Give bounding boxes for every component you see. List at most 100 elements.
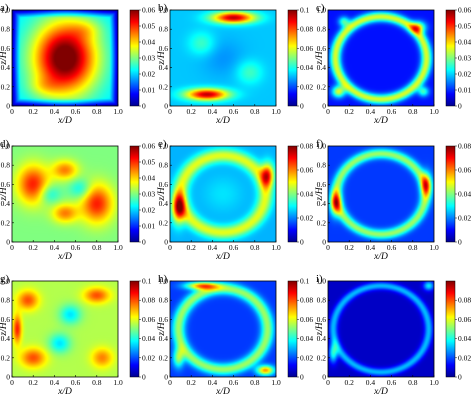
- y-axis-label: z/H: [0, 321, 9, 336]
- y-tick-label: 0.2: [1, 82, 11, 91]
- panel-b: b) 0 0.2 0.4 0.6 0.8 1.0 0 0.2 0.4 0.6 0.8 1.0 x/D z/H…: [157, 2, 313, 126]
- colorbar-tick-label: 0.06: [300, 315, 313, 324]
- panel-label: c): [316, 2, 325, 14]
- y-tick-label: 1.0: [1, 6, 11, 15]
- x-tick-label: 0.8: [250, 378, 260, 387]
- x-tick-label: 0.4: [50, 107, 60, 116]
- panel-f: f) 0 0.2 0.4 0.6 0.8 1.0 0 0.2 0.4 0.6 0.8 1.0 x/D z/H…: [315, 138, 471, 262]
- colorbar-tick-label: 0.01: [458, 86, 471, 95]
- panel-label: e): [158, 138, 167, 150]
- y-tick-label: 0.2: [1, 218, 11, 227]
- y-tick-label: 0.4: [317, 334, 327, 343]
- y-axis-label: z/H: [0, 50, 9, 65]
- y-tick-label: 0.6: [317, 44, 327, 53]
- panel-h: h) 0 0.2 0.4 0.6 0.8 1.0 0 0.2 0.4 0.6 0.8 1.0 x/D z/H…: [157, 273, 313, 397]
- x-tick-label: 0.2: [29, 378, 39, 387]
- panel-label: f): [316, 138, 324, 150]
- y-tick-label: 0.6: [159, 44, 169, 53]
- y-tick-label: 1.0: [317, 142, 327, 151]
- x-axis-label: x/D: [57, 387, 72, 397]
- y-tick-label: 1.0: [159, 277, 169, 286]
- x-tick-label: 0.4: [50, 378, 60, 387]
- colorbar-tick-label: 0.02: [300, 214, 313, 223]
- panel-e: e) 0 0.2 0.4 0.6 0.8 1.0 0 0.2 0.4 0.6 0.8 1.0 x/D z/H…: [157, 138, 313, 262]
- colorbar-tick-label: 0.03: [142, 190, 155, 199]
- colorbar-tick-label: 0.08: [300, 142, 313, 151]
- plot-frame: [327, 145, 435, 243]
- colorbar-tick-label: 0.06: [142, 315, 155, 324]
- x-tick-label: 0: [10, 107, 14, 116]
- panel-label: a): [0, 2, 9, 14]
- colorbar-tick-label: 0.08: [458, 142, 471, 151]
- x-tick-label: 0.2: [187, 378, 197, 387]
- y-axis-label: z/H: [315, 321, 325, 336]
- y-tick-label: 0.6: [1, 315, 11, 324]
- colorbar-tick-label: 0.04: [458, 38, 471, 47]
- colorbar-tick-label: 0.1: [300, 6, 310, 15]
- colorbar: [445, 280, 456, 378]
- panel-label: h): [158, 273, 168, 285]
- y-tick-label: 0.2: [1, 353, 11, 362]
- x-tick-label: 0.2: [345, 378, 355, 387]
- x-tick-label: 0.4: [366, 243, 376, 252]
- x-tick-label: 1.0: [271, 378, 281, 387]
- plot-frame: [169, 280, 277, 378]
- colorbar-tick-label: 0.08: [300, 25, 313, 34]
- x-tick-label: 0.6: [387, 243, 397, 252]
- plot-frame: [169, 145, 277, 243]
- y-tick-label: 0.8: [317, 161, 327, 170]
- y-tick-label: 0: [164, 238, 168, 247]
- x-tick-label: 0.4: [50, 243, 60, 252]
- colorbar-tick-label: 0.03: [458, 54, 471, 63]
- y-tick-label: 0.4: [1, 199, 11, 208]
- y-tick-label: 0.6: [317, 315, 327, 324]
- x-tick-label: 0.2: [187, 107, 197, 116]
- y-tick-label: 0: [164, 102, 168, 111]
- panel-a: a) 0 0.2 0.4 0.6 0.8 1.0 0 0.2 0.4 0.6 0.8 1.0 x/D z/H…: [0, 2, 155, 126]
- plot-frame: [169, 9, 277, 107]
- colorbar: [129, 9, 140, 107]
- y-tick-label: 0.8: [159, 25, 169, 34]
- x-tick-label: 1.0: [429, 243, 439, 252]
- y-tick-label: 0: [322, 373, 326, 382]
- y-tick-label: 0.2: [159, 218, 169, 227]
- colorbar-tick-label: 0.02: [458, 214, 471, 223]
- colorbar-tick-label: 0: [458, 373, 462, 382]
- colorbar-tick-label: 0: [300, 373, 304, 382]
- colorbar-tick-label: 0.04: [300, 190, 313, 199]
- y-tick-label: 0.4: [159, 199, 169, 208]
- y-axis-label: z/H: [157, 50, 167, 65]
- x-tick-label: 0: [168, 378, 172, 387]
- y-tick-label: 1.0: [317, 6, 327, 15]
- colorbar-tick-label: 0.06: [142, 6, 155, 15]
- colorbar-tick-label: 0.06: [300, 166, 313, 175]
- colorbar-tick-label: 0: [300, 102, 304, 111]
- panel-i: i) 0 0.2 0.4 0.6 0.8 1.0 0 0.2 0.4 0.6 0.8 1.0 x/D z/H…: [315, 273, 471, 397]
- y-tick-label: 0.8: [159, 296, 169, 305]
- colorbar-tick-label: 0.02: [142, 353, 155, 362]
- x-tick-label: 0.8: [250, 107, 260, 116]
- x-tick-label: 0.6: [229, 243, 239, 252]
- y-tick-label: 0.8: [1, 296, 11, 305]
- y-tick-label: 0: [322, 102, 326, 111]
- colorbar-tick-label: 0.02: [300, 353, 313, 362]
- x-tick-label: 0.4: [366, 107, 376, 116]
- y-tick-label: 0.8: [317, 25, 327, 34]
- colorbar-tick-label: 0.06: [458, 6, 471, 15]
- colorbar-tick-label: 0.04: [300, 63, 313, 72]
- panel-label: i): [316, 273, 323, 285]
- colorbar-tick-label: 0: [142, 373, 146, 382]
- y-tick-label: 0.4: [1, 334, 11, 343]
- x-tick-label: 0.8: [92, 107, 102, 116]
- x-tick-label: 1.0: [429, 107, 439, 116]
- colorbar-tick-label: 0: [142, 102, 146, 111]
- colorbar-tick-label: 0: [142, 238, 146, 247]
- colorbar: [445, 145, 456, 243]
- x-axis-label: x/D: [215, 387, 230, 397]
- y-tick-label: 0.8: [317, 296, 327, 305]
- x-tick-label: 0.6: [387, 107, 397, 116]
- x-tick-label: 0: [10, 243, 14, 252]
- x-tick-label: 0.2: [29, 107, 39, 116]
- colorbar-tick-label: 0: [300, 238, 304, 247]
